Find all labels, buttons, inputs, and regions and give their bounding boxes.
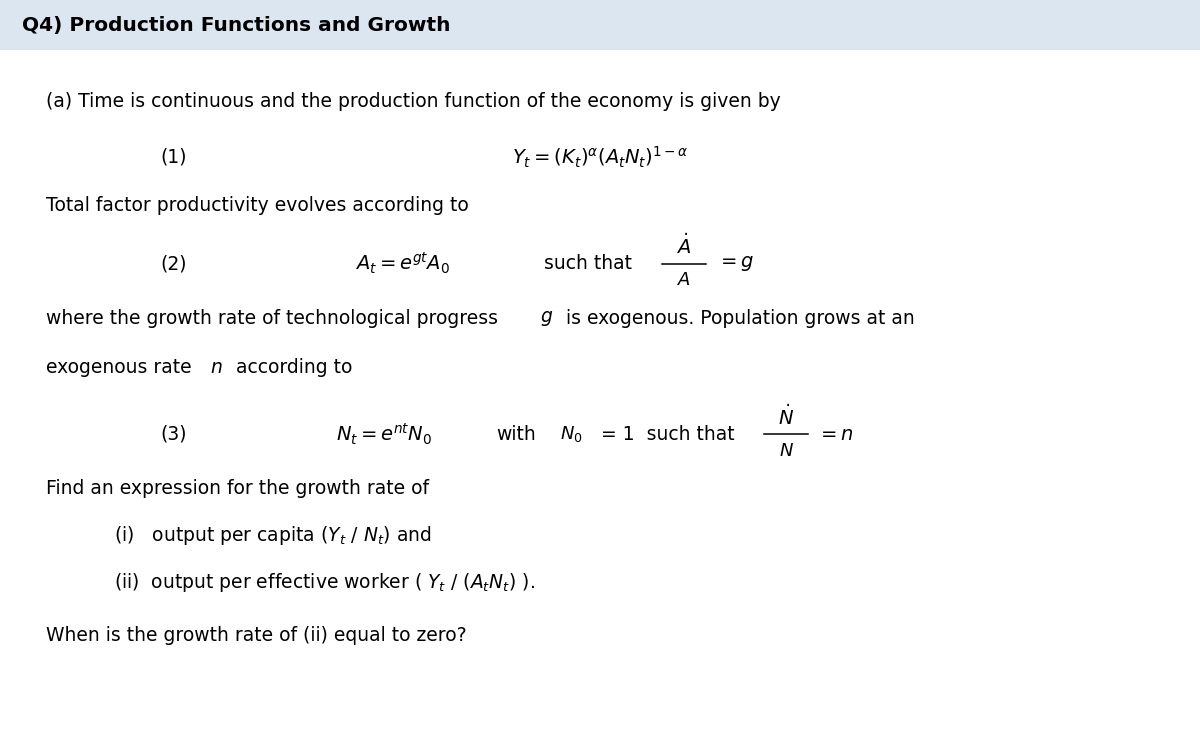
Text: $= n$: $= n$ (817, 425, 853, 444)
Text: $N_0$: $N_0$ (560, 425, 583, 444)
Text: (a) Time is continuous and the production function of the economy is given by: (a) Time is continuous and the productio… (46, 91, 780, 111)
Text: $A_t = e^{gt}A_0$: $A_t = e^{gt}A_0$ (355, 251, 449, 276)
Text: $Y_t = ( K_t )^{\alpha}( A_t N_t )^{1-\alpha}$: $Y_t = ( K_t )^{\alpha}( A_t N_t )^{1-\a… (511, 145, 689, 170)
Text: $A$: $A$ (677, 271, 691, 289)
Text: (1): (1) (161, 148, 187, 167)
Text: $n$: $n$ (210, 357, 223, 377)
Text: exogenous rate: exogenous rate (46, 357, 197, 377)
Text: is exogenous. Population grows at an: is exogenous. Population grows at an (560, 309, 916, 328)
Text: (i)   output per capita ($Y_t$ / $N_t$) and: (i) output per capita ($Y_t$ / $N_t$) an… (114, 524, 432, 547)
Text: (3): (3) (161, 425, 187, 444)
Text: $\dot{A}$: $\dot{A}$ (677, 234, 691, 258)
Text: $\dot{N}$: $\dot{N}$ (778, 404, 794, 428)
Text: according to: according to (230, 357, 353, 377)
Text: $N_t = e^{nt}N_0$: $N_t = e^{nt}N_0$ (336, 422, 432, 447)
Text: such that: such that (544, 254, 632, 273)
Text: with: with (496, 425, 536, 444)
Text: $= g$: $= g$ (716, 254, 755, 273)
Text: (2): (2) (161, 254, 187, 273)
Text: (ii)  output per effective worker ( $Y_t$ / ($A_tN_t$) ).: (ii) output per effective worker ( $Y_t$… (114, 571, 535, 594)
Text: Total factor productivity evolves according to: Total factor productivity evolves accord… (46, 196, 468, 216)
Text: When is the growth rate of (ii) equal to zero?: When is the growth rate of (ii) equal to… (46, 625, 467, 645)
Text: $N$: $N$ (779, 442, 793, 460)
Text: Q4) Production Functions and Growth: Q4) Production Functions and Growth (22, 16, 450, 35)
Text: where the growth rate of technological progress: where the growth rate of technological p… (46, 309, 504, 328)
Text: $g$: $g$ (540, 309, 553, 328)
Text: Find an expression for the growth rate of: Find an expression for the growth rate o… (46, 479, 428, 498)
Text: = 1  such that: = 1 such that (595, 425, 734, 444)
